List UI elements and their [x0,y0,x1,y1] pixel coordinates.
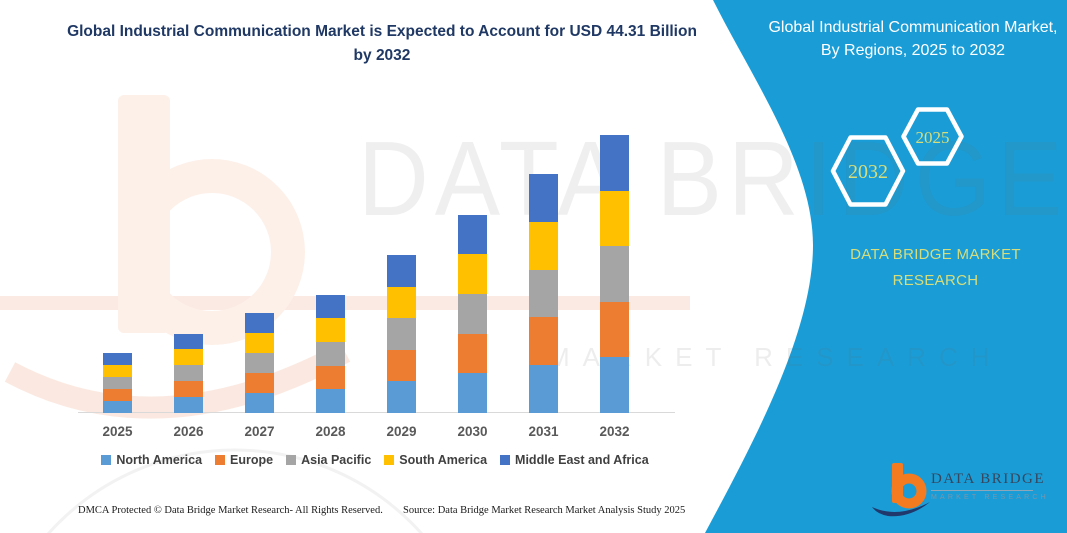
bar-segment-2029 [387,381,416,413]
bar-segment-2026 [174,349,203,366]
bar-segment-2032 [600,190,629,247]
bar-segment-2032 [600,134,629,191]
bar-segment-2027 [245,313,274,333]
bar-segment-2030 [458,333,487,374]
bar-segment-2025 [103,389,132,401]
x-axis-label: 2029 [386,424,417,439]
bar-segment-2026 [174,381,203,398]
bar-segment-2026 [174,397,203,413]
logo-name: DATA BRIDGE [931,471,1046,487]
bar-segment-2030 [458,214,487,255]
chart-title: Global Industrial Communication Market i… [67,23,697,65]
watermark-b-logo [4,95,351,419]
bar-segment-2025 [103,377,132,389]
logo-divider [931,490,1033,491]
footer-source-text: Source: Data Bridge Market Research Mark… [403,505,686,516]
bar-segment-2029 [387,255,416,287]
bar-segment-2028 [316,341,345,366]
right-panel-title: Global Industrial Communication Market, … [768,19,1058,60]
footer-dmca-text: DMCA Protected © Data Bridge Market Rese… [78,505,383,516]
brand-text: DATA BRIDGE MARKET RESEARCH [850,246,1021,290]
bar-segment-2025 [103,401,132,413]
bar-2026 [174,333,203,413]
legend-swatch-icon [286,455,297,465]
legend-item: South America [384,453,487,467]
hexagon-2025-label: 2025 [916,128,950,147]
legend-item: North America [101,453,202,467]
logo-subtitle: MARKET RESEARCH [931,494,1049,501]
bar-segment-2027 [245,333,274,353]
bar-segment-2026 [174,365,203,382]
legend-item: Asia Pacific [286,453,371,467]
bar-segment-2025 [103,365,132,377]
bar-2031 [529,174,558,413]
bar-segment-2031 [529,174,558,222]
databridge-logo-text: DATA BRIDGE MARKET RESEARCH [931,471,1049,501]
legend-label: Middle East and Africa [515,453,649,467]
bar-2028 [316,294,345,413]
legend-label: North America [116,453,203,467]
x-axis-line [78,412,675,413]
bar-segment-2029 [387,286,416,319]
bar-2027 [245,313,274,413]
x-axis-label: 2030 [457,424,488,439]
bar-segment-2027 [245,393,274,413]
x-axis-label: 2032 [599,424,630,439]
bar-segment-2031 [529,221,558,270]
bar-segment-2030 [458,293,487,334]
bar-segment-2029 [387,349,416,382]
bar-segment-2030 [458,254,487,294]
bar-2030 [458,214,487,413]
watermark-circle-arc [47,448,423,533]
bar-2025 [103,353,132,413]
x-axis-label: 2031 [528,424,559,439]
bar-segment-2032 [600,301,629,358]
legend-swatch-icon [500,455,511,465]
legend-item: Europe [215,453,273,467]
legend-label: Europe [230,453,274,467]
blue-panel-shape [705,0,1067,533]
bar-2029 [387,255,416,413]
chart-legend: North America Europe Asia Pacific South Ame… [68,453,682,467]
hexagon-2025 [901,107,964,166]
bar-segment-2032 [600,246,629,302]
legend-swatch-icon [384,455,395,465]
bar-segment-2028 [316,318,345,342]
databridge-logo-icon [872,463,930,517]
bar-segment-2031 [529,317,558,366]
bar-segment-2028 [316,389,345,413]
hexagon-2032-label: 2032 [848,161,888,183]
bar-segment-2028 [316,365,345,390]
hexagon-badges: 2032 2025 [830,107,964,207]
x-axis-label: 2026 [173,424,204,439]
x-axis-label: 2028 [315,424,346,439]
legend-item: Middle East and Africa [500,453,649,467]
hexagon-2032 [830,135,906,207]
bar-segment-2027 [245,373,274,393]
legend-label: Asia Pacific [301,453,372,467]
bar-2032 [600,134,629,413]
watermark-pink-band [0,296,690,310]
legend-swatch-icon [215,455,226,465]
legend-swatch-icon [101,455,112,465]
bar-segment-2031 [529,365,558,413]
legend-label: South America [399,453,488,467]
x-axis-label: 2027 [244,424,275,439]
bar-segment-2031 [529,269,558,318]
bar-segment-2027 [245,353,274,373]
bar-segment-2029 [387,318,416,350]
bar-segment-2025 [103,353,132,365]
bar-segment-2032 [600,357,629,413]
bar-segment-2028 [316,294,345,319]
x-axis-label: 2025 [102,424,133,439]
bar-segment-2026 [174,333,203,350]
bar-segment-2030 [458,373,487,413]
